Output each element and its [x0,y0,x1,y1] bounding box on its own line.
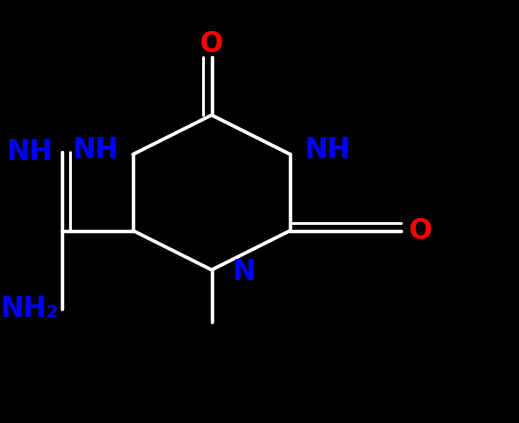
Text: NH: NH [304,136,350,164]
Text: NH: NH [73,136,119,164]
Text: NH: NH [7,138,53,166]
Text: NH₂: NH₂ [1,295,59,323]
Text: O: O [409,217,432,244]
Text: O: O [200,30,223,58]
Text: N: N [232,258,255,286]
